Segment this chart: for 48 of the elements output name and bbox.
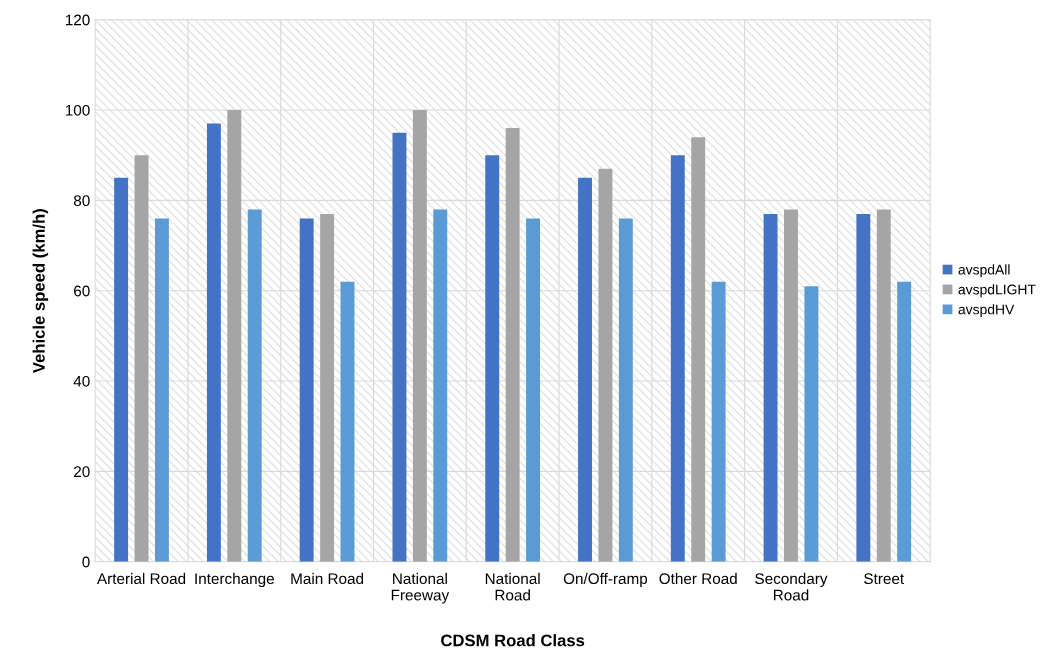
- legend-label: avspdAll: [958, 264, 1010, 278]
- bar: [804, 286, 819, 562]
- bar: [876, 209, 891, 562]
- x-tick-label: On/Off-ramp: [563, 572, 648, 588]
- bar: [784, 209, 798, 562]
- x-axis-title: CDSM Road Class: [441, 634, 585, 647]
- legend-label: avspdHV: [958, 304, 1015, 318]
- y-tick-label: 60: [74, 285, 90, 297]
- x-tick-label: Interchange: [195, 572, 274, 588]
- bar: [670, 155, 685, 562]
- bar: [856, 213, 871, 562]
- bar: [691, 137, 706, 562]
- y-tick-label: 80: [73, 195, 90, 207]
- bar: [711, 281, 726, 562]
- bar: [578, 177, 592, 562]
- bar: [392, 132, 407, 562]
- bar: [154, 218, 169, 562]
- bar: [897, 281, 912, 562]
- bar: [299, 218, 314, 562]
- bar: [433, 209, 448, 562]
- y-tick-label: 40: [73, 375, 90, 387]
- y-tick-label: 120: [65, 14, 90, 26]
- bar: [247, 209, 262, 562]
- x-tick-label: Street: [864, 573, 905, 585]
- x-tick-label: Other Road: [659, 572, 737, 585]
- bar: [526, 218, 541, 562]
- x-tick-label: National Road: [485, 572, 540, 601]
- bar: [618, 218, 633, 562]
- x-tick-label: Secondary Road: [755, 572, 828, 601]
- bar: [763, 213, 778, 562]
- bar: [505, 128, 520, 562]
- bar: [206, 123, 221, 562]
- bar: [134, 155, 149, 562]
- bar: [485, 155, 500, 562]
- y-tick-label: 100: [65, 104, 90, 116]
- bar: [227, 110, 242, 562]
- x-tick-label: Arterial Road: [96, 572, 186, 585]
- bar: [340, 281, 355, 562]
- bar: [598, 168, 613, 562]
- x-tick-label: Main Road: [291, 572, 364, 585]
- y-axis-title: Vehicle speed (km/h): [32, 209, 49, 374]
- bar: [412, 110, 427, 562]
- bar: [114, 177, 129, 562]
- y-tick-label: 0: [82, 556, 90, 568]
- legend-label: avspdLIGHT: [958, 284, 1036, 298]
- y-tick-label: 20: [74, 466, 90, 478]
- bar: [320, 213, 335, 562]
- x-tick-label: National Freeway: [391, 572, 450, 604]
